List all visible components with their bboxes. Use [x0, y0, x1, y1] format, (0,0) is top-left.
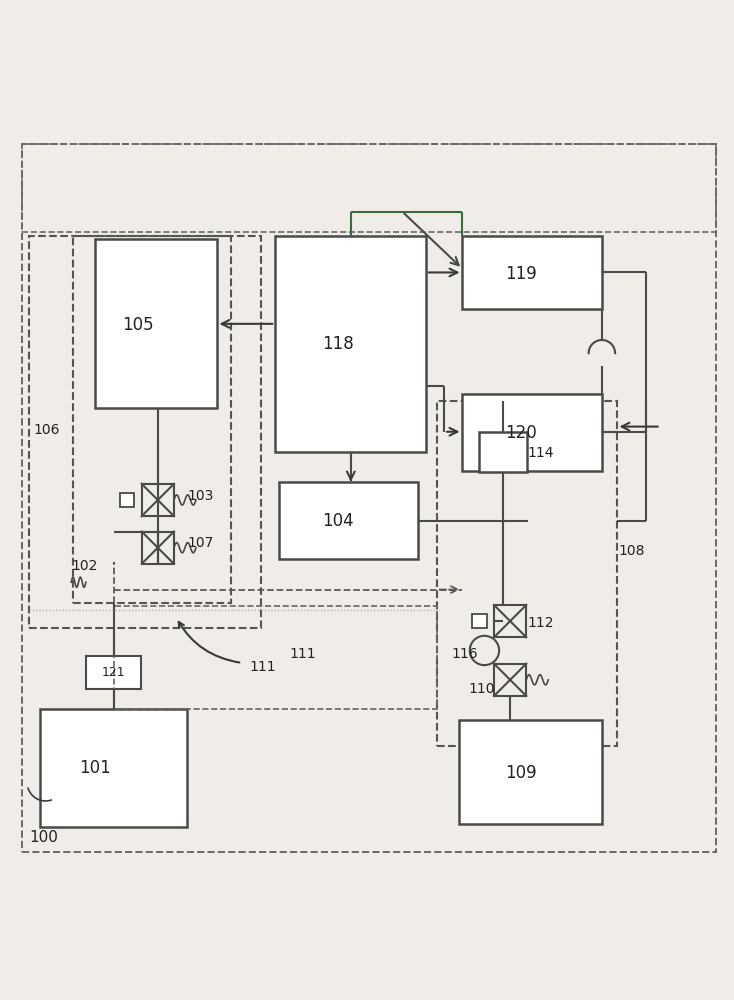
- Bar: [462, 394, 602, 471]
- Text: 110: 110: [468, 682, 495, 696]
- Bar: [114, 606, 437, 709]
- Text: 106: 106: [34, 423, 60, 437]
- Text: 119: 119: [505, 265, 537, 283]
- Text: 114: 114: [527, 446, 553, 460]
- Text: 104: 104: [321, 512, 354, 530]
- Bar: [95, 239, 217, 408]
- Bar: [462, 236, 602, 309]
- Text: 111: 111: [250, 660, 276, 674]
- Bar: [73, 236, 231, 603]
- Bar: [22, 144, 716, 232]
- Bar: [142, 484, 174, 516]
- Bar: [40, 709, 187, 827]
- Bar: [120, 493, 134, 507]
- Text: 111: 111: [290, 647, 316, 661]
- Bar: [275, 236, 426, 452]
- Bar: [142, 532, 174, 564]
- Text: 120: 120: [505, 424, 537, 442]
- Text: 118: 118: [321, 335, 354, 353]
- Text: 116: 116: [451, 647, 478, 661]
- Text: 105: 105: [122, 316, 154, 334]
- Bar: [479, 432, 526, 472]
- Bar: [459, 720, 602, 824]
- Text: 102: 102: [71, 559, 98, 573]
- Bar: [494, 605, 526, 637]
- Bar: [29, 236, 261, 628]
- Bar: [279, 482, 418, 559]
- Text: 109: 109: [505, 764, 537, 782]
- Text: 103: 103: [187, 489, 214, 503]
- Text: 108: 108: [618, 544, 644, 558]
- Text: 101: 101: [79, 759, 112, 777]
- Text: 107: 107: [187, 536, 214, 550]
- Text: 112: 112: [527, 616, 553, 630]
- Text: 121: 121: [102, 666, 126, 679]
- Text: 100: 100: [29, 830, 58, 845]
- Bar: [437, 401, 617, 746]
- Bar: [86, 656, 141, 689]
- Bar: [472, 614, 487, 628]
- Bar: [494, 664, 526, 696]
